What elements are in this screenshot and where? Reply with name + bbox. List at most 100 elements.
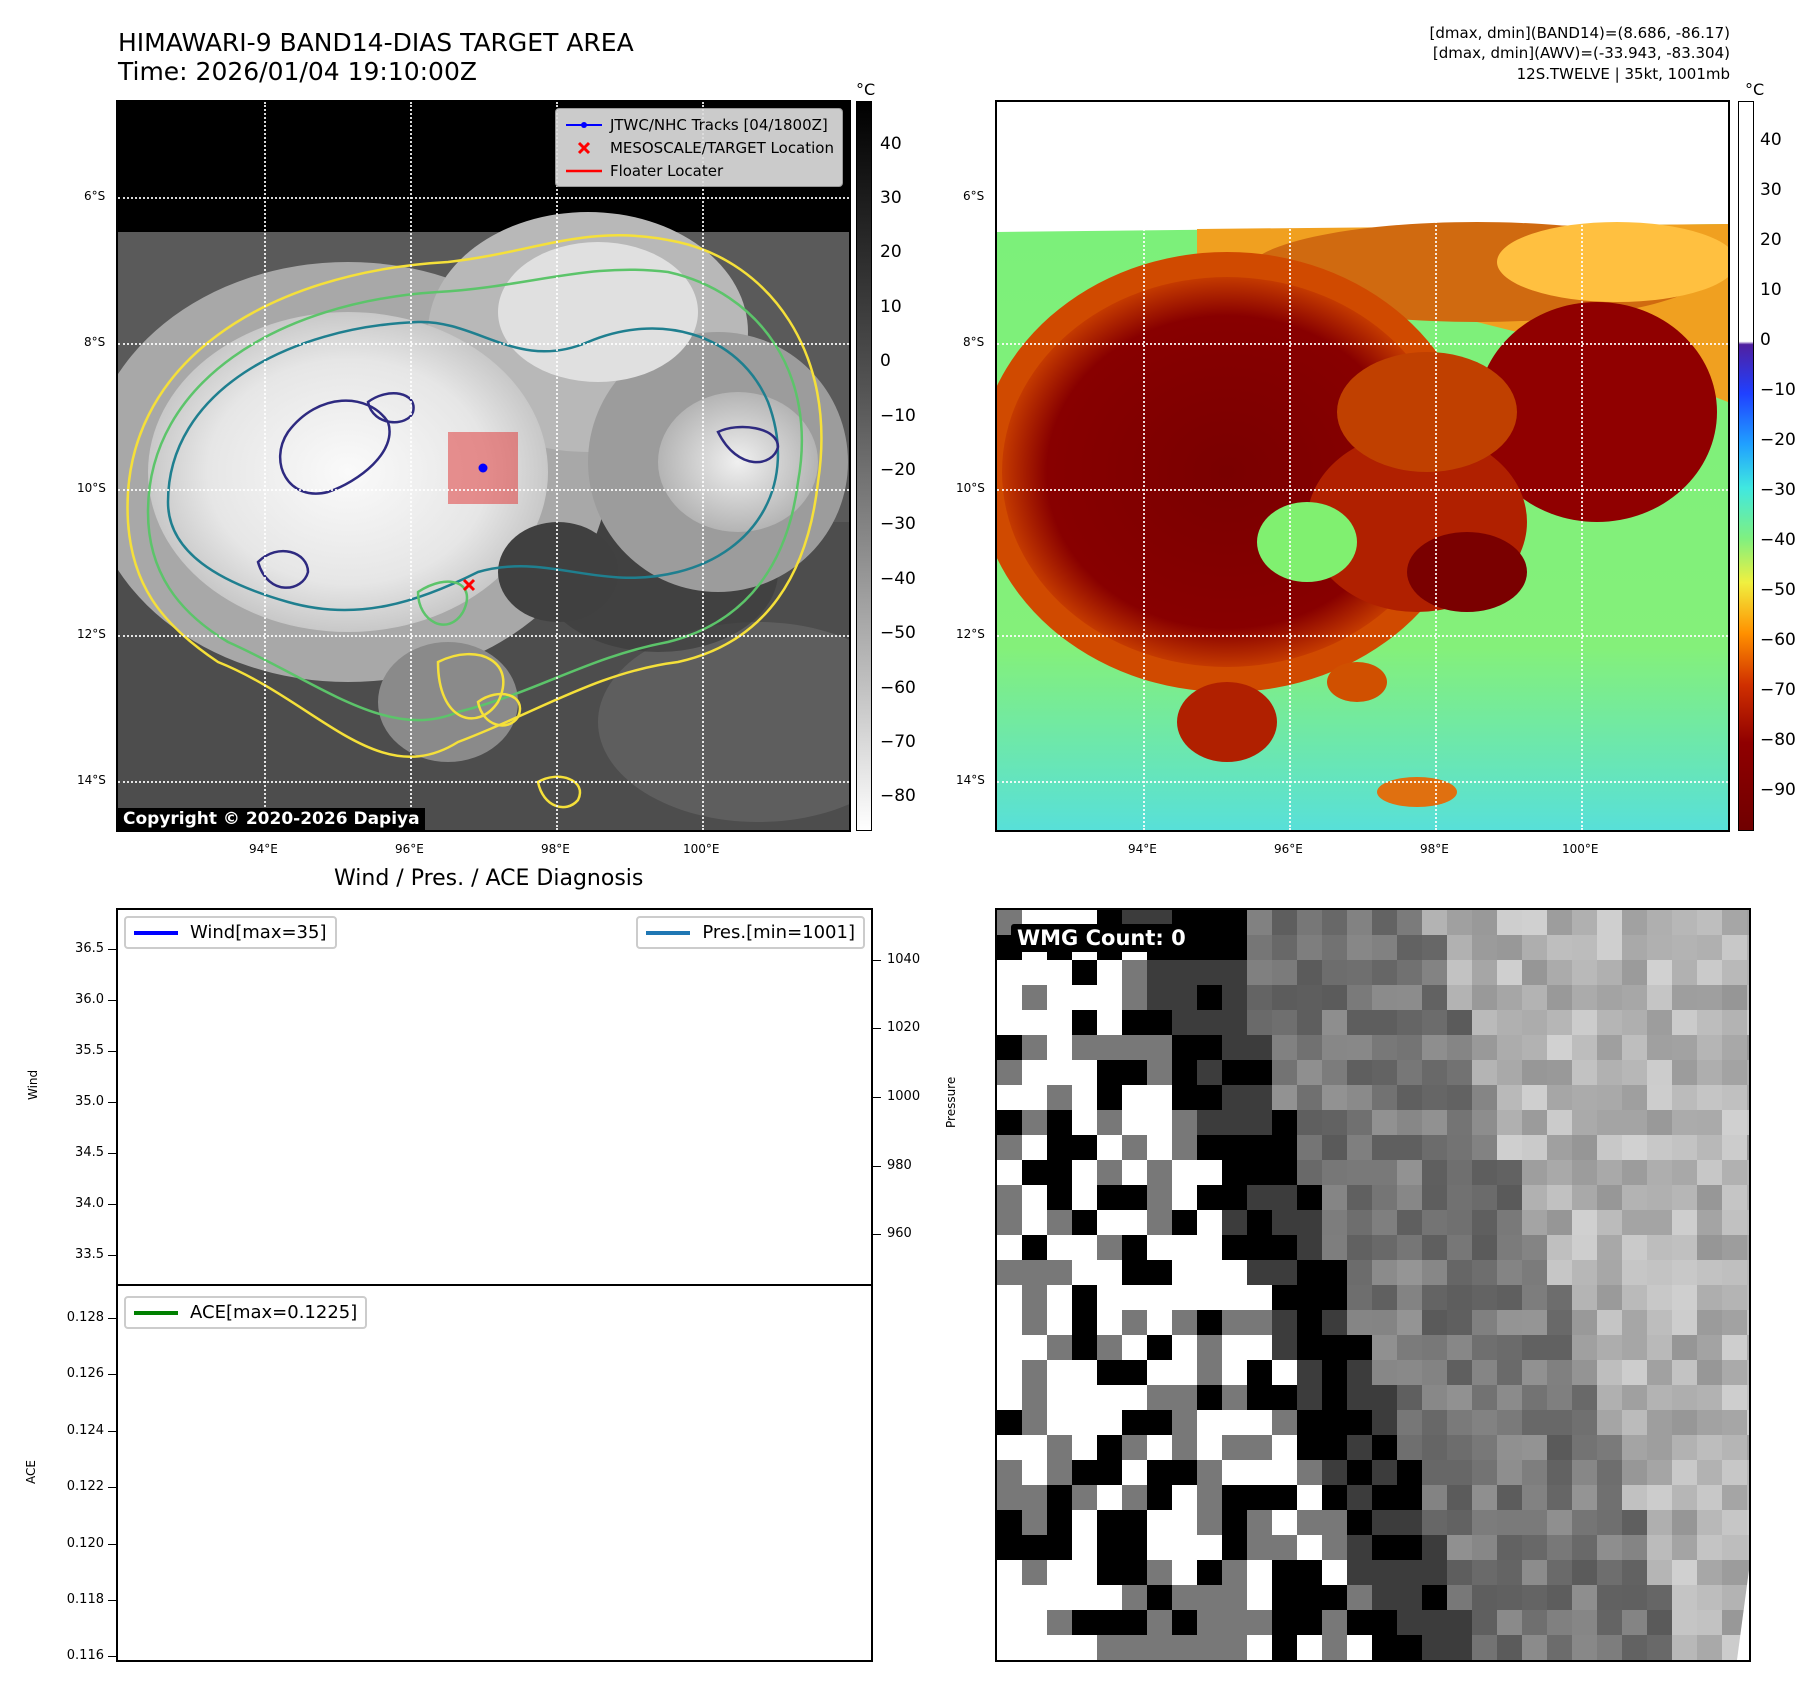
wmg-pixel — [1247, 1110, 1272, 1135]
wmg-pixel — [1422, 1210, 1447, 1235]
wmg-pixel — [1347, 1260, 1372, 1285]
wmg-pixel — [1622, 1335, 1647, 1360]
wmg-pixel — [1247, 935, 1272, 960]
wmg-pixel — [1697, 1535, 1722, 1560]
wmg-pixel — [1172, 1110, 1197, 1135]
wmg-pixel — [1347, 1410, 1372, 1435]
wmg-pixel — [1322, 1485, 1347, 1510]
gridline — [410, 102, 412, 830]
awv-colorbar — [1738, 101, 1754, 831]
wmg-pixel — [1322, 1310, 1347, 1335]
ace-legend-label: ACE[max=0.1225] — [190, 1302, 358, 1323]
wmg-pixel — [1372, 1460, 1397, 1485]
wmg-pixel — [1722, 1560, 1747, 1585]
wmg-pixel — [1122, 1510, 1147, 1535]
wmg-pixel — [1647, 1610, 1672, 1635]
wmg-pixel — [1397, 1060, 1422, 1085]
wmg-pixel — [1172, 1535, 1197, 1560]
wmg-pixel — [1297, 985, 1322, 1010]
wmg-pixel — [1347, 1535, 1372, 1560]
wmg-pixel — [1547, 1435, 1572, 1460]
wmg-pixel — [1247, 1435, 1272, 1460]
wmg-pixel — [1097, 1085, 1122, 1110]
wmg-pixel — [1047, 1235, 1072, 1260]
colorbar-tick: −80 — [880, 786, 916, 807]
wmg-pixel — [1647, 1510, 1672, 1535]
colorbar-tick: 20 — [880, 242, 902, 263]
wmg-pixel — [1122, 1635, 1147, 1660]
wmg-pixel — [1172, 1260, 1197, 1285]
wmg-pixel — [1622, 1635, 1647, 1660]
wmg-pixel — [1147, 1510, 1172, 1535]
colorbar-tick: −20 — [880, 459, 916, 480]
colorbar-tick: 30 — [880, 187, 902, 208]
wmg-pixel — [1322, 1410, 1347, 1435]
wmg-pixel — [1447, 1510, 1472, 1535]
wmg-pixel — [1672, 1460, 1697, 1485]
wmg-pixel — [1372, 1060, 1397, 1085]
wmg-pixel — [1597, 1460, 1622, 1485]
wmg-pixel — [1522, 1560, 1547, 1585]
wmg-pixel — [1322, 910, 1347, 935]
wmg-pixel — [1047, 1060, 1072, 1085]
wmg-pixel — [1747, 1385, 1749, 1410]
lat-tick: 14°S — [77, 773, 106, 787]
wmg-pixel — [1522, 1485, 1547, 1510]
wmg-pixel — [1172, 1235, 1197, 1260]
wmg-pixel — [1422, 1135, 1447, 1160]
pres-legend-label: Pres.[min=1001] — [702, 922, 855, 943]
wmg-pixel — [1347, 1285, 1372, 1310]
wmg-pixel — [1022, 1485, 1047, 1510]
wmg-pixel — [1522, 1060, 1547, 1085]
wmg-pixel — [1447, 1035, 1472, 1060]
wmg-pixel — [1572, 1210, 1597, 1235]
wmg-pixel — [1222, 1185, 1247, 1210]
wmg-pixel — [1022, 1360, 1047, 1385]
wmg-pixel — [1572, 1310, 1597, 1335]
wmg-pixel — [1597, 1185, 1622, 1210]
wmg-pixel — [1247, 1035, 1272, 1060]
gridline — [118, 197, 849, 199]
wmg-pixel — [1472, 1510, 1497, 1535]
wmg-pixel — [1122, 1360, 1147, 1385]
wmg-pixel — [1122, 985, 1147, 1010]
wmg-pixel — [1597, 1585, 1622, 1610]
wmg-pixel — [1047, 1185, 1072, 1210]
lat-tick: 12°S — [77, 627, 106, 641]
wmg-pixel — [1322, 1160, 1347, 1185]
wmg-pixel — [1272, 1460, 1297, 1485]
wmg-pixel — [1222, 1235, 1247, 1260]
wmg-pixel — [1247, 1160, 1272, 1185]
wmg-pixel — [1647, 1160, 1672, 1185]
wmg-pixel — [997, 1135, 1022, 1160]
wmg-pixel — [1522, 1260, 1547, 1285]
axis-tick-label: 0.126 — [66, 1366, 104, 1382]
wmg-pixel — [1522, 1235, 1547, 1260]
wmg-pixel — [1072, 1585, 1097, 1610]
wmg-pixel — [1647, 1235, 1672, 1260]
wmg-pixel — [1697, 1585, 1722, 1610]
wmg-pixel — [1522, 1460, 1547, 1485]
wmg-pixel — [1347, 1510, 1372, 1535]
axis-tick-label: 0.118 — [66, 1591, 104, 1607]
wmg-pixel — [1472, 1585, 1497, 1610]
wmg-pixel — [1247, 1535, 1272, 1560]
axis-tick-label: 35.5 — [75, 1043, 104, 1059]
wmg-pixel — [1272, 1310, 1297, 1335]
wmg-pixel — [1197, 1435, 1222, 1460]
wmg-pixel — [1697, 1385, 1722, 1410]
wmg-pixel — [1347, 1235, 1372, 1260]
wmg-pixel — [1447, 1260, 1472, 1285]
wmg-pixel — [1372, 1035, 1397, 1060]
wmg-pixel — [1247, 1460, 1272, 1485]
wmg-pixel — [1122, 1135, 1147, 1160]
wmg-pixel — [1397, 1485, 1422, 1510]
wmg-pixel — [1497, 910, 1522, 935]
wmg-pixel — [1047, 1035, 1072, 1060]
wmg-pixel — [1522, 1185, 1547, 1210]
wmg-pixel — [1697, 1510, 1722, 1535]
wmg-pixel — [1372, 1485, 1397, 1510]
wmg-pixel — [1172, 1085, 1197, 1110]
axis-tick-label: 35.0 — [75, 1094, 104, 1110]
wmg-pixel — [1422, 1460, 1447, 1485]
